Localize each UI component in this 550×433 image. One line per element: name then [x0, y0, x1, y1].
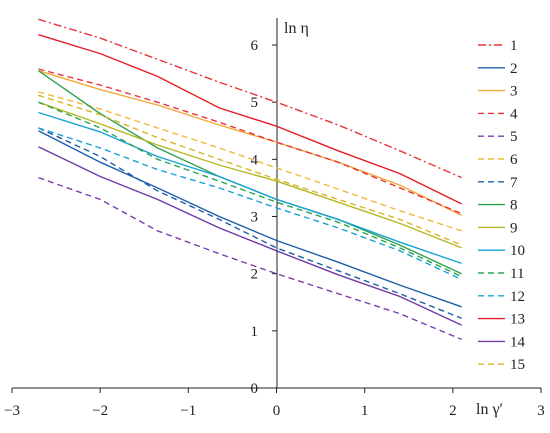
axes — [12, 18, 541, 389]
legend-label-10: 10 — [510, 243, 525, 259]
x-tick-label: 2 — [449, 403, 457, 419]
x-ticks: −3 −2 −1 0 1 2 3 — [4, 388, 545, 419]
x-tick-label: 3 — [537, 403, 545, 419]
legend-label-11: 11 — [510, 266, 524, 282]
series-line-3 — [38, 70, 462, 217]
series-line-14 — [38, 146, 462, 326]
y-tick-label: 5 — [251, 95, 259, 111]
legend-label-15: 15 — [510, 357, 525, 373]
legend-label-9: 9 — [510, 220, 518, 236]
y-axis-title: ln η — [284, 20, 309, 37]
series-line-5 — [38, 176, 462, 341]
legend-label-13: 13 — [510, 312, 525, 328]
legend-label-6: 6 — [510, 152, 518, 168]
legend-label-1: 1 — [510, 38, 518, 54]
series-line-9 — [38, 101, 462, 249]
y-tick-label: 4 — [251, 152, 259, 168]
legend-label-2: 2 — [510, 61, 518, 77]
series-line-7 — [38, 127, 462, 319]
legend-label-5: 5 — [510, 129, 518, 145]
series-line-6 — [38, 91, 462, 232]
series-line-13 — [38, 34, 462, 205]
y-ticks: 0 1 2 3 4 5 6 — [251, 38, 277, 397]
series-group — [38, 18, 462, 341]
y-tick-label: 2 — [251, 267, 259, 283]
legend-label-14: 14 — [510, 334, 526, 350]
series-line-2 — [38, 130, 462, 308]
series-line-15 — [38, 94, 462, 246]
legend-label-4: 4 — [510, 106, 518, 122]
legend-label-7: 7 — [510, 175, 518, 191]
y-tick-label: 6 — [251, 38, 259, 54]
legend-label-12: 12 — [510, 289, 525, 305]
x-tick-label: −1 — [180, 403, 196, 419]
x-tick-label: 1 — [361, 403, 369, 419]
y-tick-label: 3 — [251, 210, 259, 226]
legend-label-3: 3 — [510, 84, 518, 100]
x-tick-label: −2 — [92, 403, 108, 419]
legend-label-8: 8 — [510, 198, 518, 214]
series-line-12 — [38, 127, 462, 281]
x-axis-title: ln γ′ — [476, 401, 503, 418]
x-tick-label: −3 — [4, 403, 20, 419]
y-tick-label: 0 — [251, 381, 259, 397]
series-line-1 — [38, 18, 462, 179]
x-tick-label: 0 — [273, 403, 281, 419]
y-tick-label: 1 — [251, 324, 259, 340]
series-line-10 — [38, 111, 462, 265]
series-line-4 — [38, 68, 462, 215]
